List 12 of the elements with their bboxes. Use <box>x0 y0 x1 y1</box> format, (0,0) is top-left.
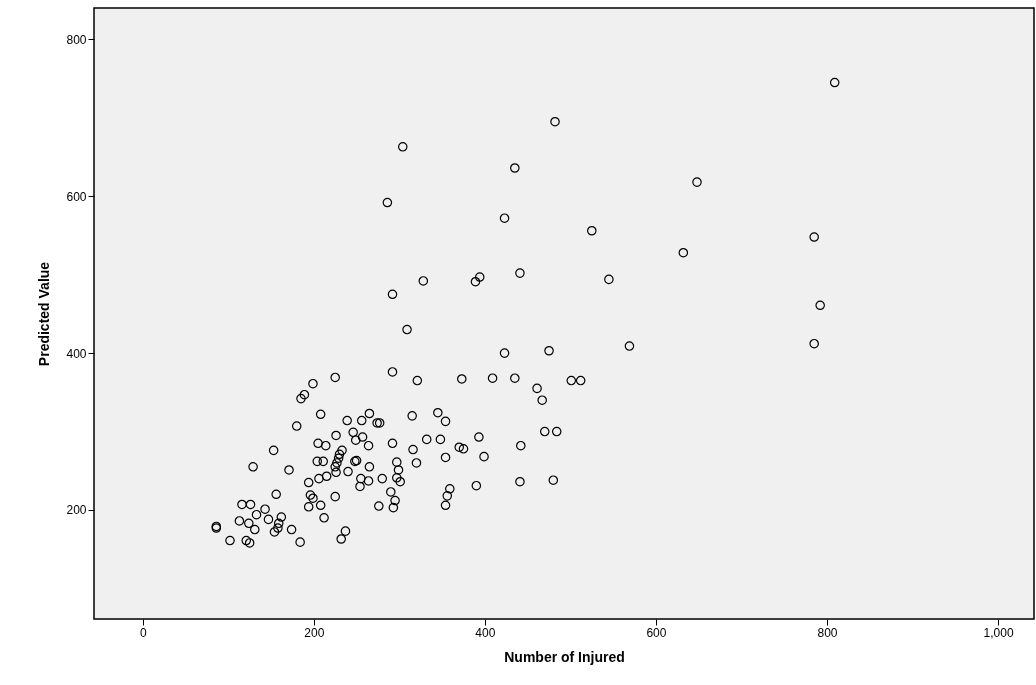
x-tick-label: 800 <box>817 625 838 640</box>
y-tick-label: 400 <box>66 346 87 361</box>
x-tick-label: 200 <box>304 625 325 640</box>
y-tick-label: 600 <box>66 189 87 204</box>
x-tick-label: 0 <box>139 625 147 640</box>
y-axis-title: Predicted Value <box>36 261 53 367</box>
x-axis-title: Number of Injured <box>504 648 625 665</box>
y-tick-label: 800 <box>66 32 87 47</box>
y-tick-label: 200 <box>66 503 87 518</box>
x-tick-label: 1,000 <box>983 625 1014 640</box>
x-tick-label: 400 <box>475 625 496 640</box>
x-tick-label: 600 <box>646 625 667 640</box>
